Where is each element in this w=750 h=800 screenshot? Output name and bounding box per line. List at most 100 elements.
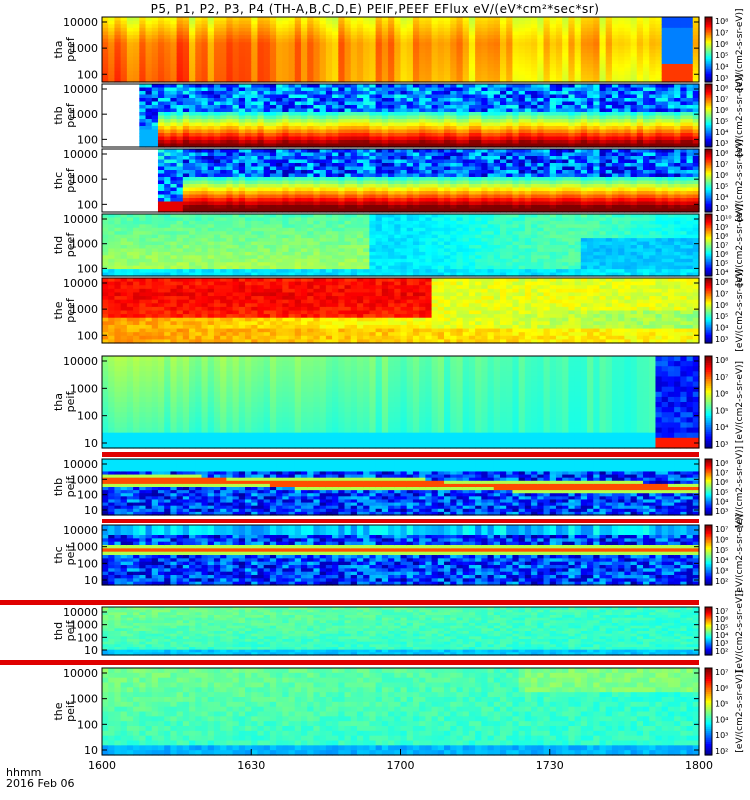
colorbar-tick-label: 10³ <box>715 567 728 576</box>
colorbar-tick-label: 10⁴ <box>715 715 728 724</box>
colorbar-tick-label: 10⁵ <box>715 406 728 415</box>
colorbar <box>704 148 713 213</box>
colorbar-tick-label: 10⁵ <box>715 488 728 497</box>
y-tick-label: 100 <box>77 262 98 275</box>
y-tick-label: 10000 <box>63 606 98 619</box>
x-tick-label: 1630 <box>237 759 265 772</box>
y-axis-label: thc <box>52 546 65 563</box>
colorbar <box>704 606 713 656</box>
date-label: 2016 Feb 06 <box>6 777 75 790</box>
y-tick-label: 10 <box>84 644 98 657</box>
panel-frame <box>101 606 700 656</box>
colorbar-unit-label: [eV/(cm2-s-sr-eV)] <box>735 361 745 443</box>
panel-frame <box>101 148 700 213</box>
colorbar-tick-label: 10⁶ <box>715 171 728 180</box>
y-tick-label: 1000 <box>70 541 98 554</box>
colorbar-tick-label: 10⁷ <box>715 668 728 677</box>
y-axis-label: peif <box>64 620 77 642</box>
panel-frame <box>101 524 700 586</box>
colorbar-unit-label: [eV/(cm2-s-sr-eV)] <box>735 446 745 528</box>
plot-title: P5, P1, P2, P3, P4 (TH-A,B,C,D,E) PEIF,P… <box>150 2 600 16</box>
colorbar-tick-label: 10⁹ <box>715 223 728 232</box>
y-axis-label: the <box>52 301 65 319</box>
y-tick-label: 100 <box>77 133 98 146</box>
y-tick-label: 1000 <box>70 693 98 706</box>
y-axis-label: peef <box>64 102 77 128</box>
colorbar-tick-label: 10³ <box>715 204 728 213</box>
colorbar-unit-label: [eV/(cm2-s-sr-eV)] <box>735 8 745 90</box>
colorbar-tick-label: 10⁷ <box>715 289 728 298</box>
red-strip <box>102 452 699 457</box>
colorbar-tick-label: 10⁴ <box>715 631 728 640</box>
colorbar-tick-label: 10⁸ <box>715 232 728 241</box>
y-tick-label: 1000 <box>70 42 98 55</box>
colorbar-tick-label: 10⁴ <box>715 497 728 506</box>
panel-frame <box>101 213 700 277</box>
x-tick-label: 1700 <box>387 759 415 772</box>
colorbar-unit-label: [eV/(cm2-s-sr-eV)] <box>735 139 745 221</box>
y-tick-label: 10 <box>84 504 98 517</box>
colorbar <box>704 458 713 516</box>
y-tick-label: 100 <box>77 410 98 423</box>
colorbar-tick-label: 10⁵ <box>715 623 728 632</box>
y-axis-label: the <box>52 702 65 720</box>
panel-tha-peef: 10000 1000 100 tha peef 10⁸ 10⁷ 10⁶ 10⁵ 10⁴ 10³ [eV… <box>52 8 745 90</box>
colorbar-tick-label: 10⁴ <box>715 556 728 565</box>
panel-frame <box>101 355 700 449</box>
panel-frame <box>101 277 700 344</box>
y-axis-label: peef <box>64 297 77 323</box>
y-tick-label: 10 <box>84 744 98 757</box>
colorbar <box>704 524 713 586</box>
colorbar-tick-label: 10⁶ <box>715 390 728 399</box>
y-tick-label: 100 <box>77 718 98 731</box>
colorbar-tick-label: 10⁴ <box>715 128 728 137</box>
colorbar-tick-label: 10⁵ <box>715 117 728 126</box>
colorbar-tick-label: 10⁷ <box>715 95 728 104</box>
y-axis-label: peef <box>64 232 77 258</box>
panel-frame <box>101 16 700 83</box>
y-tick-label: 10000 <box>63 83 98 96</box>
y-tick-label: 1000 <box>70 473 98 486</box>
colorbar-tick-label: 10⁸ <box>715 459 728 468</box>
colorbar <box>704 16 713 83</box>
colorbar <box>704 355 713 449</box>
y-axis-label: tha <box>52 393 65 411</box>
red-strip <box>102 519 699 523</box>
y-axis-label: peif <box>64 391 77 413</box>
colorbar-tick-label: 10⁴ <box>715 193 728 202</box>
y-axis-label: peif <box>64 476 77 498</box>
colorbar-tick-label: 10⁶ <box>715 301 728 310</box>
colorbar-tick-label: 10⁸ <box>715 84 728 93</box>
colorbar-tick-label: 10³ <box>715 639 728 648</box>
y-tick-label: 10000 <box>63 148 98 161</box>
colorbar-tick-label: 10⁵ <box>715 259 728 268</box>
time-format-label: hhmm <box>6 766 42 779</box>
colorbar-tick-label: 10⁵ <box>715 312 728 321</box>
y-axis-label: thd <box>52 622 65 640</box>
colorbar-tick-label: 10³ <box>715 74 728 83</box>
panel-thb-peef: 10000 1000 100 thb peef 10⁸ 10⁷ 10⁶ 10⁵ 10⁴ 10³ [eV… <box>52 74 745 156</box>
colorbar-tick-label: 10⁸ <box>715 278 728 287</box>
y-axis-label: peef <box>64 167 77 193</box>
colorbar-tick-label: 10² <box>715 577 728 586</box>
y-axis-label: thb <box>52 478 65 496</box>
y-tick-label: 1000 <box>70 619 98 632</box>
y-axis-label: tha <box>52 40 65 58</box>
y-tick-label: 1000 <box>70 238 98 251</box>
y-axis-label: thc <box>52 172 65 189</box>
colorbar-tick-label: 10⁵ <box>715 51 728 60</box>
colorbar <box>704 213 713 277</box>
colorbar-tick-label: 10⁶ <box>715 478 728 487</box>
red-strip <box>0 660 699 665</box>
colorbar-tick-label: 10¹⁰ <box>715 214 732 223</box>
y-axis-label: thb <box>52 106 65 124</box>
colorbar-tick-label: 10⁷ <box>715 607 728 616</box>
y-tick-label: 10 <box>84 574 98 587</box>
panel-the-peef: 10000 1000 100 the peef 10⁸ 10⁷ 10⁶ 10⁵ 10⁴ 10³ [eV… <box>52 269 745 351</box>
red-strip <box>0 600 699 605</box>
y-tick-label: 100 <box>77 68 98 81</box>
colorbar-unit-label: [eV/(cm2-s-sr-eV)] <box>735 514 745 596</box>
colorbar-tick-label: 10⁷ <box>715 241 728 250</box>
y-tick-label: 10000 <box>63 16 98 29</box>
